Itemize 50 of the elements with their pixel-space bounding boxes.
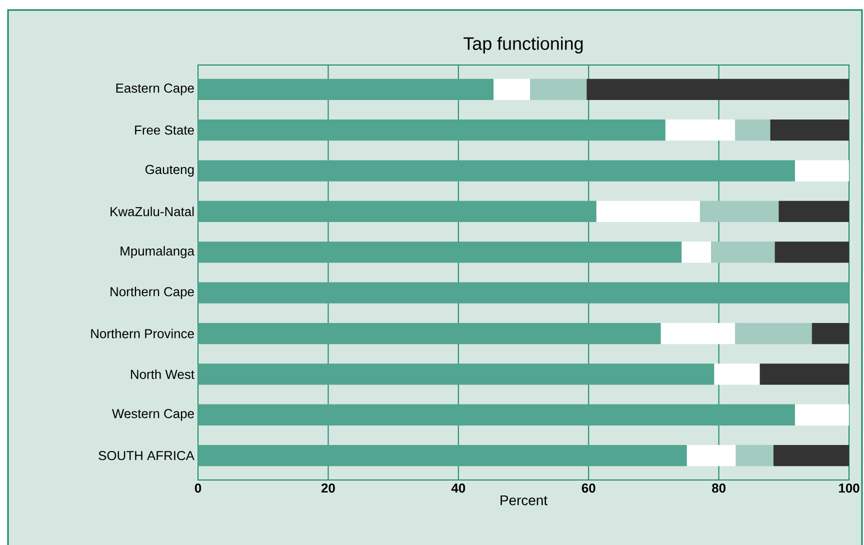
- y-tick-label: Northern Cape: [110, 286, 194, 299]
- bar: [198, 364, 714, 385]
- bar: [198, 404, 795, 426]
- bar: [198, 160, 795, 182]
- x-tick-label: 40: [451, 484, 466, 493]
- x-tick-label: 0: [194, 484, 202, 493]
- y-tick-label: SOUTH AFRICA: [98, 450, 194, 460]
- bar: [794, 160, 850, 182]
- y-tick-label: KwaZulu-Natal: [110, 206, 194, 216]
- bar: [735, 120, 770, 141]
- y-tick-label: North West: [131, 369, 194, 379]
- bar: [198, 120, 666, 141]
- bar: [665, 120, 736, 141]
- bar: [735, 322, 812, 344]
- bar: [770, 120, 850, 141]
- bar: [596, 200, 700, 222]
- bar: [530, 78, 587, 100]
- y-tick-label: Eastern Cape: [116, 84, 194, 96]
- bar: [682, 242, 711, 263]
- y-tick-label: Mpumalanga: [120, 246, 194, 258]
- y-tick-label: Gauteng: [145, 164, 194, 177]
- bar: [773, 445, 850, 466]
- bar: [198, 322, 661, 344]
- y-tick-label: Western Cape: [112, 409, 194, 421]
- x-tick-label: 100: [839, 484, 860, 493]
- bar: [736, 445, 774, 466]
- x-tick-label: 60: [582, 484, 596, 493]
- bar: [586, 78, 850, 100]
- bar: [660, 322, 736, 344]
- bar: [711, 242, 775, 263]
- y-tick-label: Northern Province: [91, 328, 194, 338]
- bar: [198, 282, 850, 304]
- bar: [778, 200, 850, 222]
- bar: [686, 445, 736, 466]
- bar: [812, 322, 850, 344]
- bar: [198, 242, 682, 263]
- bar: [774, 242, 850, 263]
- bar: [794, 404, 850, 426]
- bar: [700, 200, 779, 222]
- x-axis-title: Percent: [500, 496, 548, 506]
- x-tick-label: 80: [712, 484, 726, 493]
- x-tick-label: 20: [321, 484, 335, 493]
- chart-title: Tap functioning: [464, 36, 583, 54]
- bar: [198, 445, 687, 466]
- y-tick-label: Free State: [135, 126, 194, 135]
- bar: [714, 364, 760, 385]
- bar: [494, 78, 530, 100]
- bar: [198, 200, 596, 222]
- bar: [760, 364, 850, 385]
- bar: [198, 78, 494, 100]
